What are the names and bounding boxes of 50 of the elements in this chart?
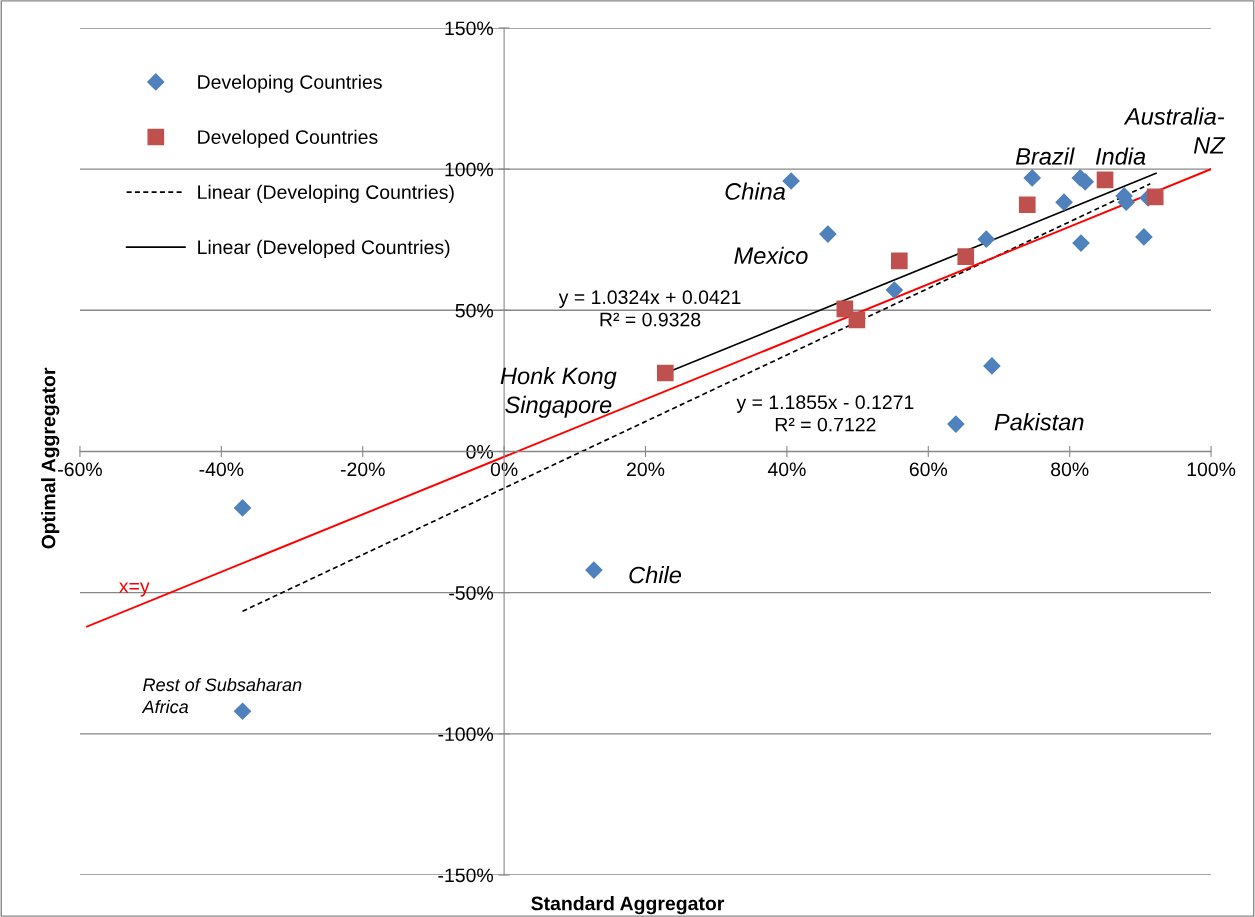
point: [885, 281, 903, 299]
legend-label: Developing Countries: [198, 74, 382, 93]
y-tick-label: 150%: [445, 21, 494, 36]
point: [1055, 193, 1073, 211]
x-tick-label: 0%: [490, 462, 518, 477]
y-tick-label: -150%: [438, 868, 494, 883]
x-tick-label: 100%: [1187, 462, 1236, 477]
x-tick-label: 60%: [909, 462, 948, 477]
x-tick-label: -60%: [58, 462, 102, 477]
annotation: Chile: [629, 566, 682, 584]
y-tick-label: -100%: [438, 727, 494, 742]
x-tick-label: 40%: [767, 462, 806, 477]
series-label: x=y: [119, 582, 150, 597]
point: [1018, 196, 1036, 214]
point: [1023, 169, 1041, 187]
legend-label: Developed Countries: [198, 129, 378, 148]
x-axis-title: Standard Aggregator: [531, 896, 725, 915]
y-axis-title: Optimal Aggregator: [41, 367, 60, 549]
point: [656, 364, 674, 382]
annotation: Honk Kong Singapore: [500, 367, 617, 418]
point: [983, 357, 1001, 375]
point: [1146, 188, 1164, 206]
annotation: Rest of Subsaharan Africa: [141, 677, 302, 714]
x-tick-label: -40%: [199, 462, 244, 477]
annotation: Mexico: [734, 246, 808, 265]
point: [1135, 228, 1153, 246]
x-tick-label: 80%: [1051, 462, 1089, 477]
point: [1096, 171, 1114, 189]
legend-label: Linear (Developed Countries): [198, 239, 450, 258]
point: [890, 252, 908, 270]
point: [947, 415, 965, 433]
point: [819, 225, 837, 243]
annotation: Pakistan: [994, 413, 1084, 431]
x-tick-label: -20%: [340, 462, 385, 477]
annotation: y = 1.1855x - 0.1271 R² = 0.7122: [736, 395, 914, 432]
y-tick-label: -50%: [449, 586, 494, 600]
point: [848, 311, 866, 329]
point: [957, 248, 975, 266]
point: [977, 230, 995, 248]
annotation: Brazil: [1015, 147, 1075, 165]
annotation: y = 1.0324x + 0.0421 R² = 0.9328: [558, 290, 741, 327]
annotation: China: [725, 182, 786, 200]
point: [233, 702, 252, 720]
y-tick-label: 100%: [445, 162, 494, 177]
point: [1072, 234, 1090, 252]
point: [585, 561, 603, 579]
legend-label: Linear (Developing Countries): [198, 184, 454, 203]
x-tick-label: 20%: [627, 462, 665, 477]
point: [233, 499, 252, 517]
y-tick-label: 50%: [455, 303, 494, 318]
